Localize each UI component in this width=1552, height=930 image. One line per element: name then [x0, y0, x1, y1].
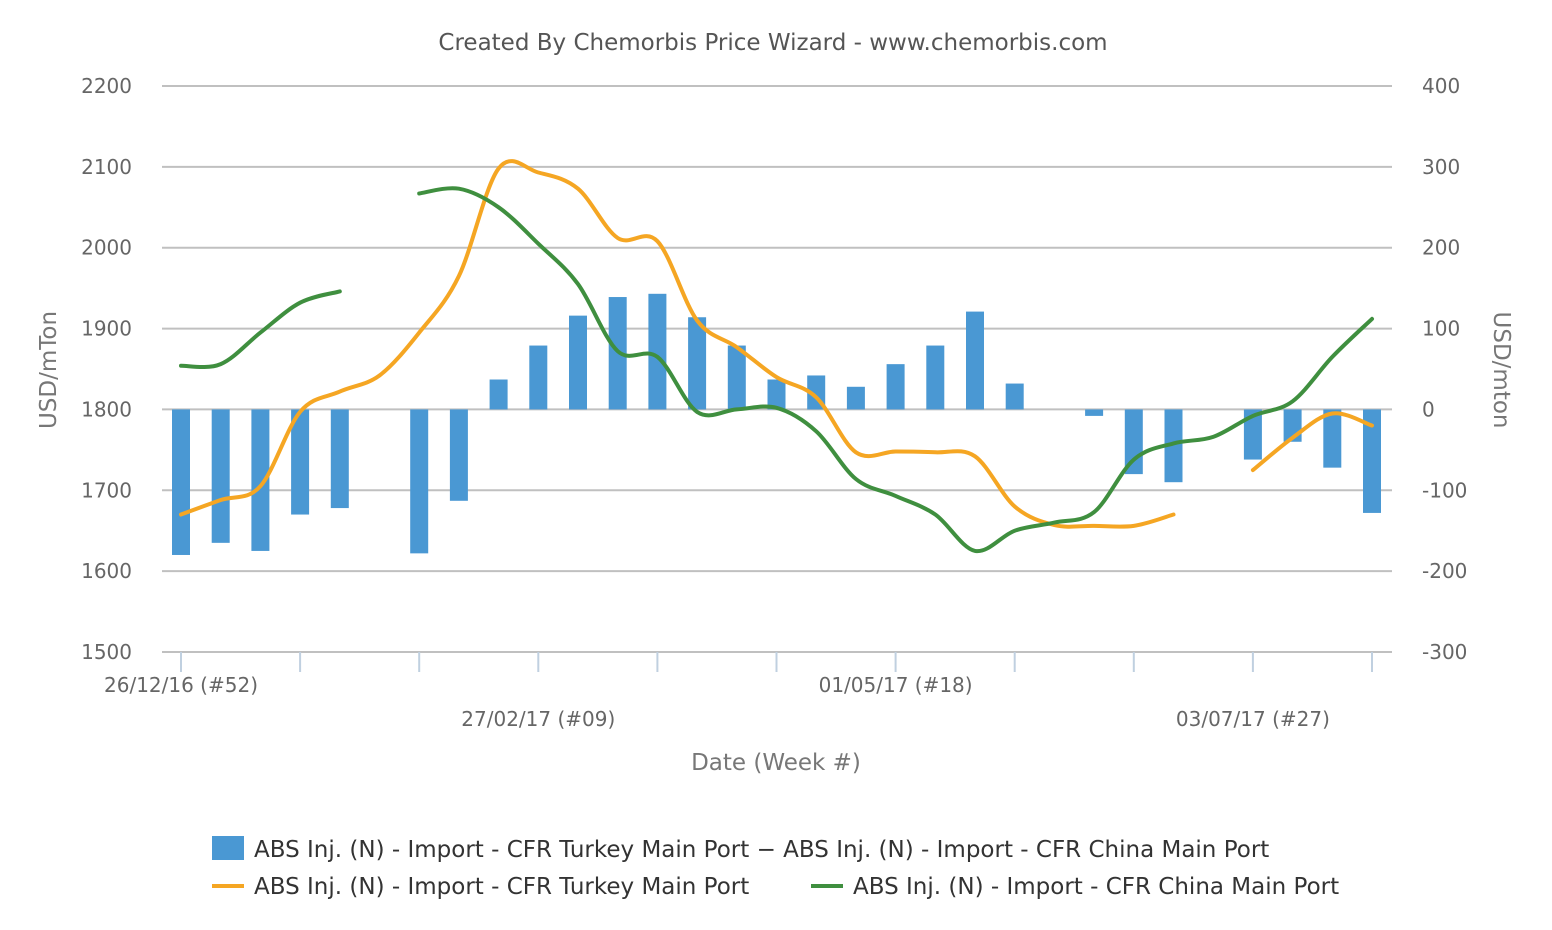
y-left-tick-label: 1800: [81, 397, 132, 421]
legend-item-bar[interactable]: ABS Inj. (N) - Import - CFR Turkey Main …: [212, 836, 1269, 863]
right-axis-ticks: 400 300 200 100 0 -100 -200 -300: [1422, 74, 1467, 664]
line-turkey[interactable]: [179, 159, 1176, 529]
y-left-tick-label: 1600: [81, 559, 132, 583]
bar[interactable]: [1243, 409, 1262, 460]
grid-layer: [162, 85, 1392, 653]
y-right-tick-label: 200: [1422, 236, 1460, 260]
y-right-tick-label: -200: [1422, 559, 1467, 583]
bar[interactable]: [1164, 409, 1183, 483]
legend: ABS Inj. (N) - Import - CFR Turkey Main …: [212, 836, 1339, 900]
bar[interactable]: [727, 345, 746, 410]
y-right-tick-label: 0: [1422, 397, 1435, 421]
x-axis: 26/12/16 (#52) 27/02/17 (#09) 01/05/17 (#1…: [104, 652, 1373, 731]
x-tick-label: 01/05/17 (#18): [819, 673, 973, 697]
bar[interactable]: [926, 345, 945, 410]
legend-item-turkey[interactable]: ABS Inj. (N) - Import - CFR Turkey Main …: [212, 874, 749, 900]
y-left-tick-label: 2000: [81, 236, 132, 260]
y-left-tick-label: 1500: [81, 640, 132, 664]
y-left-tick-label: 2200: [81, 74, 132, 98]
bar[interactable]: [330, 409, 349, 509]
y-axis-right-title: USD/mton: [1488, 312, 1514, 429]
bar[interactable]: [1085, 409, 1104, 416]
legend-bar-swatch: [212, 836, 244, 860]
x-tick-label: 27/02/17 (#09): [461, 707, 615, 731]
x-tick-label: 03/07/17 (#27): [1176, 707, 1330, 731]
bar[interactable]: [569, 315, 587, 410]
bar[interactable]: [211, 409, 230, 543]
y-right-tick-label: 400: [1422, 74, 1460, 98]
y-axis-left-title: USD/mTon: [36, 311, 62, 429]
y-right-tick-label: -300: [1422, 640, 1467, 664]
bar[interactable]: [1005, 383, 1024, 410]
bar[interactable]: [291, 409, 310, 515]
x-tick-label: 26/12/16 (#52): [104, 673, 258, 697]
left-axis-ticks: 2200 2100 2000 1900 1800 1700 1600 1500: [81, 74, 132, 664]
line-china[interactable]: [179, 289, 342, 370]
bar[interactable]: [966, 311, 984, 410]
bar[interactable]: [449, 409, 468, 501]
bar[interactable]: [767, 379, 786, 410]
y-right-tick-label: -100: [1422, 478, 1467, 502]
line-series: [179, 159, 1374, 553]
y-right-tick-label: 300: [1422, 155, 1460, 179]
bar[interactable]: [489, 379, 508, 410]
y-right-tick-label: 100: [1422, 317, 1460, 341]
bar[interactable]: [1323, 409, 1342, 468]
y-left-tick-label: 1700: [81, 478, 132, 502]
y-left-tick-label: 2100: [81, 155, 132, 179]
bar[interactable]: [172, 409, 190, 555]
bar[interactable]: [1363, 409, 1381, 513]
chart-title: Created By Chemorbis Price Wizard - www.…: [438, 30, 1107, 56]
bar[interactable]: [688, 317, 707, 410]
legend-item-china[interactable]: ABS Inj. (N) - Import - CFR China Main P…: [811, 874, 1339, 900]
bar[interactable]: [846, 386, 865, 410]
bar[interactable]: [529, 345, 548, 410]
y-left-tick-label: 1900: [81, 317, 132, 341]
line-turkey[interactable]: [1250, 411, 1374, 473]
legend-label-china: ABS Inj. (N) - Import - CFR China Main P…: [853, 874, 1339, 900]
bar[interactable]: [251, 409, 270, 551]
legend-label-turkey: ABS Inj. (N) - Import - CFR Turkey Main …: [254, 874, 749, 900]
bar[interactable]: [648, 293, 667, 410]
legend-label-bar: ABS Inj. (N) - Import - CFR Turkey Main …: [254, 837, 1269, 863]
bar[interactable]: [410, 409, 429, 554]
line-china[interactable]: [417, 186, 1374, 553]
bar-series: [172, 293, 1381, 555]
x-axis-title: Date (Week #): [691, 750, 861, 776]
bar[interactable]: [886, 364, 905, 410]
